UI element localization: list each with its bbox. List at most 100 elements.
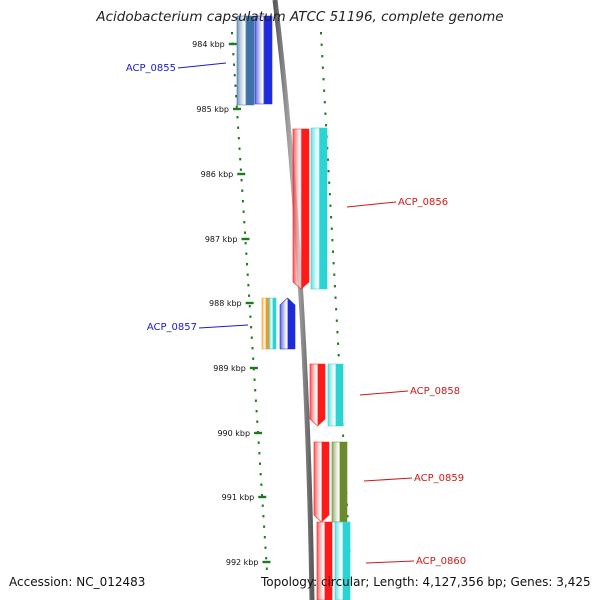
track-dot: [262, 515, 265, 518]
gene-feature[interactable]: [292, 128, 310, 290]
kbp-tick-label: 987 kbp: [205, 235, 238, 244]
kbp-tick-mark: [249, 366, 258, 370]
track-dot: [333, 273, 336, 276]
track-dot: [257, 441, 260, 444]
track-dot: [320, 32, 322, 35]
gene-feature[interactable]: [309, 363, 326, 427]
feature-label[interactable]: ACP_0855: [126, 63, 176, 74]
kbp-tick-mark: [237, 172, 246, 176]
gene-feature[interactable]: [310, 127, 328, 290]
track-dot: [256, 420, 259, 423]
track-dot: [250, 336, 253, 339]
track-dot: [244, 242, 247, 245]
track-dot: [321, 55, 324, 58]
track-dot: [261, 504, 264, 507]
track-dot: [336, 331, 339, 334]
map-title: Acidobacterium capsulatum ATCC 51196, co…: [96, 9, 504, 25]
track-dot: [259, 473, 262, 476]
kbp-tick-mark: [254, 431, 263, 435]
track-dot: [231, 32, 233, 35]
gene-feature[interactable]: [261, 297, 270, 350]
track-dot: [335, 319, 338, 322]
track-dot: [258, 452, 261, 455]
feature-label[interactable]: ACP_0858: [410, 386, 460, 397]
feature-leader-line: [363, 477, 413, 482]
kbp-tick-mark: [228, 42, 237, 46]
track-dot: [328, 181, 331, 184]
track-dot: [249, 315, 252, 318]
genome-summary-text: Topology: circular; Length: 4,127,356 bp…: [261, 575, 591, 589]
track-dot: [328, 193, 331, 196]
track-dot: [254, 389, 257, 392]
kbp-tick-label: 988 kbp: [209, 299, 242, 308]
gene-feature[interactable]: [268, 297, 277, 350]
feature-leader-line: [359, 390, 409, 396]
track-dot: [323, 101, 326, 104]
kbp-tick-label: 992 kbp: [226, 558, 259, 567]
kbp-tick-label: 984 kbp: [192, 40, 225, 49]
gene-feature[interactable]: [254, 15, 273, 105]
track-dot: [261, 494, 264, 497]
track-dot: [232, 53, 235, 56]
gene-feature[interactable]: [327, 363, 344, 427]
accession-text: Accession: NC_012483: [9, 575, 146, 589]
track-dot: [337, 342, 340, 345]
track-dot: [330, 216, 333, 219]
gene-feature[interactable]: [331, 441, 348, 523]
track-dot: [234, 84, 237, 87]
gene-feature[interactable]: [236, 15, 255, 106]
track-dot: [252, 368, 255, 371]
track-dot: [248, 294, 251, 297]
track-dot: [259, 462, 262, 465]
track-dot: [241, 200, 244, 203]
track-dot: [233, 63, 236, 66]
kbp-tick-label: 985 kbp: [196, 105, 229, 114]
track-dot: [250, 326, 253, 329]
gene-feature[interactable]: [316, 521, 333, 600]
gene-feature[interactable]: [313, 441, 330, 523]
track-dot: [247, 284, 250, 287]
track-dot: [246, 263, 249, 266]
feature-label[interactable]: ACP_0859: [414, 473, 464, 484]
kbp-tick-label: 990 kbp: [217, 429, 250, 438]
feature-leader-line: [177, 62, 227, 69]
gene-feature[interactable]: [334, 521, 351, 600]
feature-leader-line: [346, 201, 397, 208]
track-dot: [325, 124, 328, 127]
track-dot: [241, 189, 244, 192]
track-dot: [342, 434, 345, 437]
feature-label[interactable]: ACP_0856: [398, 197, 448, 208]
track-dot: [335, 308, 338, 311]
track-dot: [265, 567, 268, 570]
track-dot: [332, 250, 335, 253]
track-dot: [240, 179, 243, 182]
track-dot: [243, 221, 246, 224]
track-dot: [260, 483, 263, 486]
feature-leader-line: [365, 560, 415, 564]
track-dot: [332, 262, 335, 265]
track-dot: [263, 536, 266, 539]
track-dot: [331, 239, 334, 242]
kbp-tick-label: 989 kbp: [213, 364, 246, 373]
track-dot: [235, 105, 238, 108]
kbp-tick-mark: [241, 237, 250, 241]
track-dot: [327, 170, 330, 173]
kbp-tick-mark: [258, 495, 267, 499]
track-dot: [245, 252, 248, 255]
track-dot: [337, 354, 340, 357]
track-dot: [238, 147, 241, 150]
track-dot: [265, 557, 268, 560]
track-dot: [235, 95, 238, 98]
track-dot: [246, 273, 249, 276]
feature-label[interactable]: ACP_0860: [416, 556, 466, 567]
track-dot: [329, 204, 332, 207]
gene-feature[interactable]: [279, 297, 296, 350]
track-dot: [255, 410, 258, 413]
track-dot: [324, 112, 327, 115]
track-dot: [253, 378, 256, 381]
feature-label[interactable]: ACP_0857: [147, 322, 197, 333]
track-dot: [264, 546, 267, 549]
track-dot: [237, 137, 240, 140]
